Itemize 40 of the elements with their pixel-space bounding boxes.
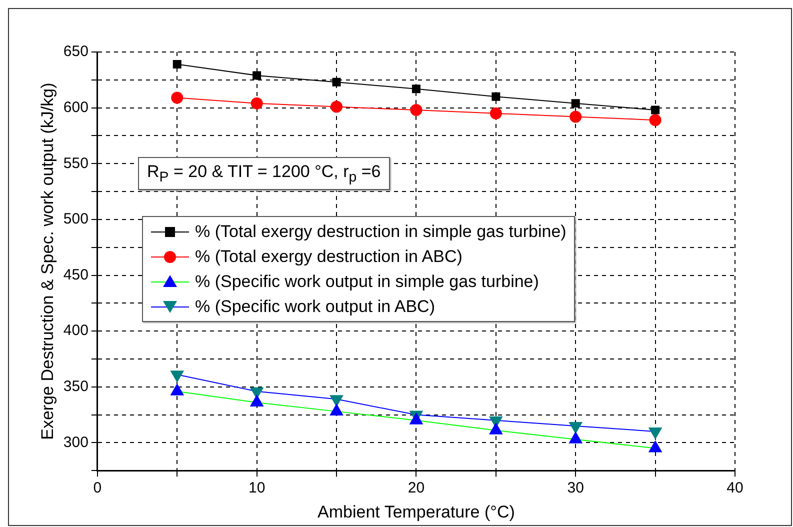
y-tick-label: 550 — [63, 154, 88, 172]
point — [330, 100, 343, 113]
y-tick-label: 500 — [63, 210, 88, 228]
y-tick-label: 300 — [63, 434, 88, 451]
point — [170, 383, 184, 396]
x-tick-label: 40 — [726, 480, 744, 497]
x-tick-label: 30 — [567, 480, 584, 497]
legend-label: % (Specific work output in simple gas turbine) — [195, 272, 539, 292]
point — [250, 394, 264, 407]
y-tick-label: 600 — [63, 98, 88, 116]
legend-label: % (Specific work output in ABC) — [195, 296, 435, 316]
point — [568, 431, 583, 444]
point — [330, 403, 344, 416]
y-tick-label: 400 — [63, 322, 88, 340]
point — [332, 78, 341, 86]
point — [492, 92, 500, 101]
x-axis-title: Ambient Temperature (°C) — [318, 502, 515, 522]
x-tick-label: 0 — [93, 480, 102, 497]
x-tick-label: 20 — [408, 480, 425, 497]
y-axis-title: Exerge Destruction & Spec. work output (kJ/kg) — [38, 82, 57, 440]
point — [252, 71, 262, 80]
point — [172, 60, 182, 69]
legend-label: % (Total exergy destruction in ABC) — [195, 246, 462, 266]
x-tick-label: 10 — [248, 480, 266, 497]
annotation: R$_{P}$ = 20 & TIT = 1200 °C, r$_{p}$ =6 — [147, 162, 381, 186]
point — [490, 107, 502, 120]
legend-label: % (Total exergy destruction in simple gas turbine) — [195, 222, 566, 242]
point — [649, 114, 662, 126]
point — [571, 99, 580, 108]
point — [250, 97, 263, 110]
y-tick-label: 650 — [63, 43, 88, 60]
y-tick-label: 350 — [63, 378, 88, 396]
point — [648, 440, 662, 452]
y-tick-label: 450 — [63, 266, 88, 284]
point — [488, 422, 503, 434]
point — [412, 84, 420, 94]
point — [410, 104, 422, 116]
point — [651, 106, 660, 114]
point — [171, 92, 184, 104]
point — [570, 110, 582, 123]
